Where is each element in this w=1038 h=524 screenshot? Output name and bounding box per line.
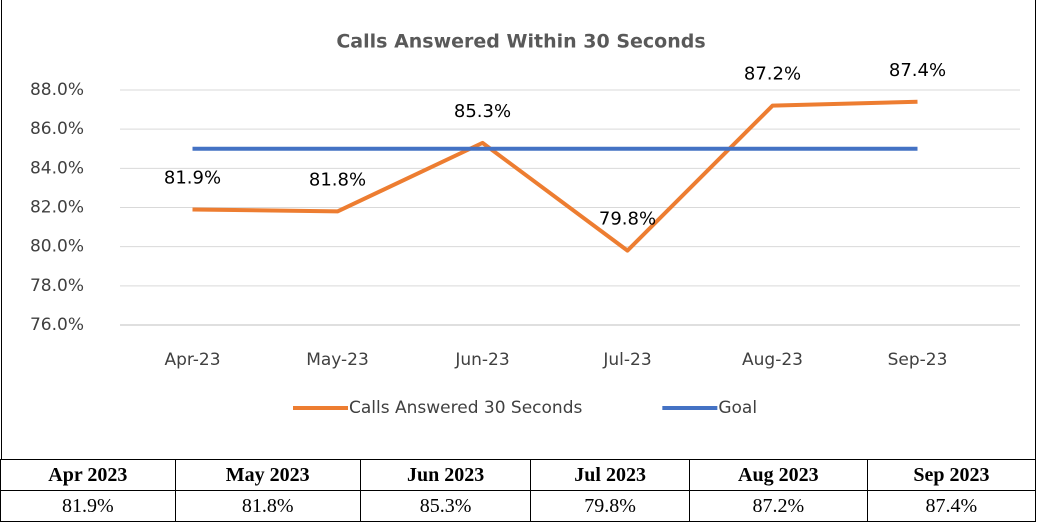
data-label: 87.2% (744, 64, 801, 85)
y-tick-label: 80.0% (30, 237, 84, 257)
legend-label: Calls Answered 30 Seconds (349, 398, 582, 418)
data-label: 81.8% (309, 169, 366, 190)
y-tick-label: 86.0% (30, 119, 84, 139)
value-cell: 87.4% (866, 490, 1037, 522)
value-cell: 81.9% (0, 490, 176, 522)
x-tick-label: Jun-23 (454, 350, 509, 370)
x-tick-label: Aug-23 (742, 350, 803, 370)
x-tick-label: May-23 (306, 350, 369, 370)
series-line (192, 99, 918, 253)
x-tick-label: Apr-23 (164, 350, 220, 370)
y-tick-label: 88.0% (30, 80, 84, 100)
header-cell: May 2023 (174, 459, 361, 491)
header-cell: Sep 2023 (866, 459, 1037, 491)
header-cell: Aug 2023 (688, 459, 868, 491)
data-table: Apr 2023 May 2023 Jun 2023 Jul 2023 Aug 2023… (0, 459, 1037, 522)
data-label: 81.9% (164, 167, 221, 188)
y-tick-label: 78.0% (30, 276, 84, 296)
header-cell: Jun 2023 (359, 459, 532, 491)
y-tick-label: 76.0% (30, 315, 84, 335)
value-cell: 81.8% (174, 490, 361, 522)
data-label: 87.4% (889, 60, 946, 81)
value-cell: 79.8% (530, 490, 690, 522)
table-header: Apr 2023 May 2023 Jun 2023 Jul 2023 Aug 2023… (0, 459, 1037, 491)
y-tick-label: 82.0% (30, 198, 84, 218)
value-cell: 87.2% (688, 490, 868, 522)
x-tick-label: Sep-23 (888, 350, 948, 370)
value-cell: 85.3% (359, 490, 532, 522)
header-cell: Jul 2023 (530, 459, 690, 491)
y-tick-label: 84.0% (30, 158, 84, 178)
header-cell: Apr 2023 (0, 459, 176, 491)
chart: Calls Answered Within 30 Seconds 76.0% 78… (30, 31, 1020, 418)
x-tick-label: Jul-23 (602, 350, 651, 370)
legend-label: Goal (718, 398, 757, 418)
data-label: 79.8% (599, 209, 656, 230)
chart-title: Calls Answered Within 30 Seconds (336, 31, 705, 53)
table-row: 81.9% 81.8% 85.3% 79.8% 87.2% 87.4% (0, 490, 1037, 522)
data-label: 85.3% (454, 101, 511, 122)
